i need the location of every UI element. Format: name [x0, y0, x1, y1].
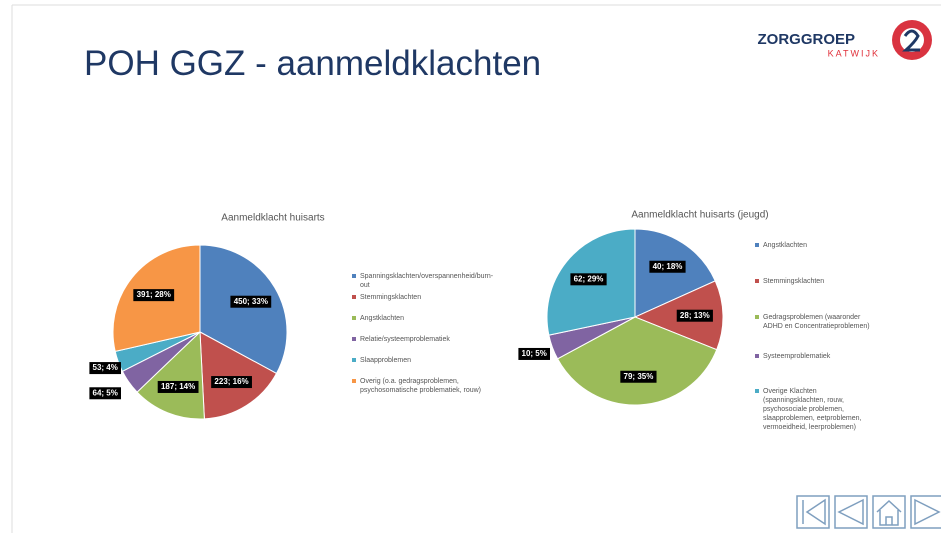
legend-item: Relatie/systeemproblematiek	[352, 335, 502, 344]
legend-swatch	[755, 354, 759, 358]
label-bg	[570, 273, 607, 286]
legend-item: Angstklachten	[352, 314, 502, 323]
legend-label: Overig (o.a. gedragsproblemen, psychosom…	[360, 378, 481, 394]
nav-home-icon	[876, 499, 902, 526]
legend: Spanningsklachten/overspannenheid/burn-o…	[352, 272, 502, 472]
label-bg	[211, 376, 252, 389]
legend-swatch	[352, 295, 356, 299]
data-label: 53; 4%	[93, 363, 118, 372]
data-label: 10; 5%	[522, 349, 547, 358]
logo-main: ZORGGROEP	[757, 31, 855, 48]
legend-item: Angstklachten	[755, 241, 875, 250]
label-bg	[157, 380, 199, 393]
legend-item: Stemmingsklachten	[352, 293, 502, 302]
label-bg	[89, 387, 121, 400]
legend-item: Gedragsproblemen (waaronder ADHD en Conc…	[755, 313, 875, 331]
legend-swatch	[755, 389, 759, 393]
legend-swatch	[755, 315, 759, 319]
chart-title: Aanmeldklacht huisarts (jeugd)	[631, 210, 768, 221]
legend-label: Overige Klachten (spanningsklachten, rou…	[763, 388, 862, 431]
data-label: 450; 33%	[234, 297, 268, 306]
nav-home[interactable]	[872, 495, 906, 529]
nav-next-icon	[914, 498, 941, 526]
legend-item: Spanningsklachten/overspannenheid/burn-o…	[352, 272, 502, 290]
pie-slice	[634, 228, 716, 318]
legend-swatch	[755, 243, 759, 247]
nav[interactable]	[796, 495, 941, 529]
legend-label: Slaapproblemen	[360, 357, 411, 364]
label-bg	[518, 347, 551, 360]
logo-sub: KATWIJK	[828, 48, 880, 58]
legend-swatch	[352, 337, 356, 341]
legend-label: Angstklachten	[360, 315, 404, 322]
data-label: 187; 14%	[161, 382, 195, 391]
legend-item: Systeemproblematiek	[755, 352, 875, 361]
legend-label: Stemmingsklachten	[763, 278, 825, 285]
data-label: 62; 29%	[574, 274, 604, 283]
legend-item: Overige Klachten (spanningsklachten, rou…	[755, 387, 875, 432]
legend-swatch	[755, 279, 759, 283]
legend-label: Gedragsproblemen (waaronder ADHD en Conc…	[763, 314, 870, 330]
label-bg	[649, 260, 686, 273]
pie-slice	[199, 244, 288, 375]
legend: Angstklachten Stemmingsklachten Gedragspro…	[755, 241, 875, 441]
legend-label: Spanningsklachten/overspannenheid/burn-o…	[360, 273, 494, 289]
legend-item: Overig (o.a. gedragsproblemen, psychosom…	[352, 377, 502, 395]
nav-prev-icon	[837, 498, 864, 526]
label-bg	[230, 295, 272, 308]
legend-swatch	[352, 274, 356, 278]
pie-slice	[199, 331, 278, 420]
data-label: 223; 16%	[214, 377, 248, 386]
pie-slice	[556, 316, 718, 406]
nav-first[interactable]	[796, 495, 830, 529]
label-bg	[676, 309, 713, 322]
legend-item: Slaapproblemen	[352, 356, 502, 365]
nav-prev[interactable]	[834, 495, 868, 529]
nav-first-icon	[802, 498, 826, 526]
nav-next[interactable]	[910, 495, 941, 529]
legend-label: Systeemproblematiek	[763, 353, 831, 360]
logo-glyph	[902, 29, 920, 52]
data-label: 79; 35%	[624, 372, 654, 381]
data-label: 40; 18%	[653, 262, 683, 271]
legend-swatch	[352, 358, 356, 362]
logo: ZORGGROEP KATWIJK	[757, 20, 932, 60]
slide-title: POH GGZ - aanmeldklachten	[84, 44, 542, 83]
data-label: 28; 13%	[680, 311, 710, 320]
legend-swatch	[352, 316, 356, 320]
legend-label: Relatie/systeemproblematiek	[360, 336, 450, 343]
data-label: 64; 5%	[93, 388, 118, 397]
chart-title: Aanmeldklacht huisarts	[221, 213, 324, 224]
pie-slice	[136, 330, 205, 420]
legend-label: Angstklachten	[763, 242, 807, 249]
legend-swatch	[352, 379, 356, 383]
legend-label: Stemmingsklachten	[360, 294, 422, 301]
legend-item: Stemmingsklachten	[755, 277, 875, 286]
label-bg	[133, 289, 175, 302]
data-label: 391; 28%	[137, 290, 171, 299]
label-bg	[89, 362, 121, 375]
label-bg	[620, 370, 657, 383]
